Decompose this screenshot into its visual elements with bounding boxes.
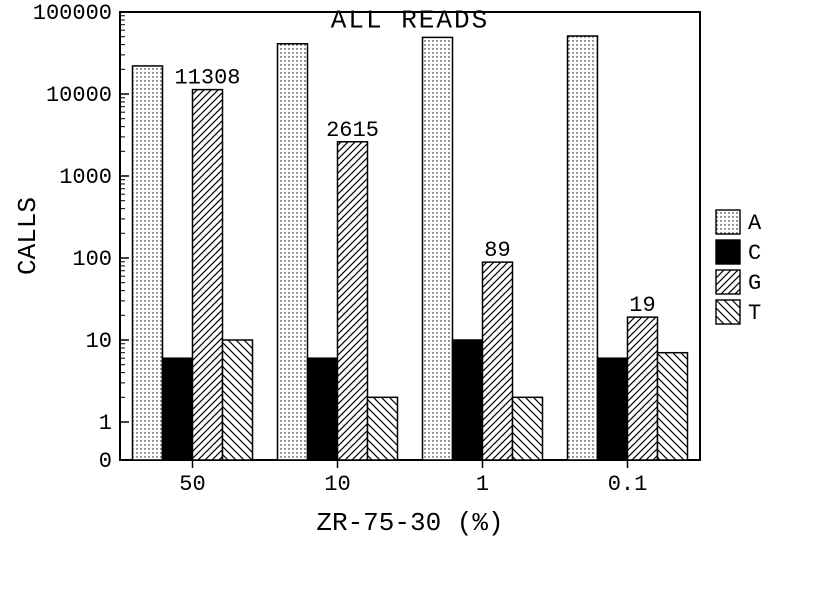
bar-A bbox=[133, 66, 163, 460]
y-tick-label: 10000 bbox=[46, 83, 112, 108]
bars-group bbox=[133, 36, 688, 460]
x-axis: 50 10 1 0.1 bbox=[179, 460, 647, 497]
x-axis-label: ZR-75-30 (%) bbox=[316, 508, 503, 538]
bar-G bbox=[628, 317, 658, 460]
bar-A bbox=[568, 36, 598, 460]
bar-G bbox=[338, 142, 368, 460]
x-tick-label: 0.1 bbox=[608, 472, 648, 497]
y-tick-label: 0 bbox=[99, 449, 112, 474]
bar-value-label: 11308 bbox=[174, 66, 240, 91]
x-tick-label: 50 bbox=[179, 472, 205, 497]
legend-label: C bbox=[748, 241, 761, 266]
y-tick-label: 1000 bbox=[59, 165, 112, 190]
bar-C bbox=[308, 358, 338, 460]
y-axis-label: CALLS bbox=[13, 197, 43, 275]
chart-title: ALL READS bbox=[331, 6, 489, 36]
bar-T bbox=[513, 397, 543, 460]
bar-value-label: 89 bbox=[484, 238, 510, 263]
bar-value-label: 19 bbox=[629, 293, 655, 318]
legend-swatch-T bbox=[716, 300, 740, 324]
x-tick-label: 10 bbox=[324, 472, 350, 497]
bar-A bbox=[423, 37, 453, 460]
bar-T bbox=[368, 397, 398, 460]
x-tick-label: 1 bbox=[476, 472, 489, 497]
bar-A bbox=[278, 44, 308, 460]
legend-swatch-G bbox=[716, 270, 740, 294]
bar-T bbox=[223, 340, 253, 460]
legend-label: T bbox=[748, 301, 761, 326]
bar-value-label: 2615 bbox=[326, 118, 379, 143]
legend: ACGT bbox=[716, 210, 762, 326]
y-tick-label: 100 bbox=[72, 247, 112, 272]
legend-swatch-C bbox=[716, 240, 740, 264]
legend-label: A bbox=[748, 211, 762, 236]
bar-C bbox=[163, 358, 193, 460]
all-reads-bar-chart: ALL READS 0 1 10 100 1000 10000 100000 50 10 1 0.… bbox=[0, 0, 827, 595]
y-tick-label: 1 bbox=[99, 411, 112, 436]
y-axis: 0 1 10 100 1000 10000 100000 bbox=[33, 1, 129, 474]
legend-swatch-A bbox=[716, 210, 740, 234]
bar-T bbox=[658, 353, 688, 460]
bar-C bbox=[453, 340, 483, 460]
legend-label: G bbox=[748, 271, 761, 296]
bar-C bbox=[598, 358, 628, 460]
y-tick-label: 10 bbox=[86, 329, 112, 354]
bar-G bbox=[483, 262, 513, 460]
y-tick-label: 100000 bbox=[33, 1, 112, 26]
bar-G bbox=[193, 90, 223, 460]
